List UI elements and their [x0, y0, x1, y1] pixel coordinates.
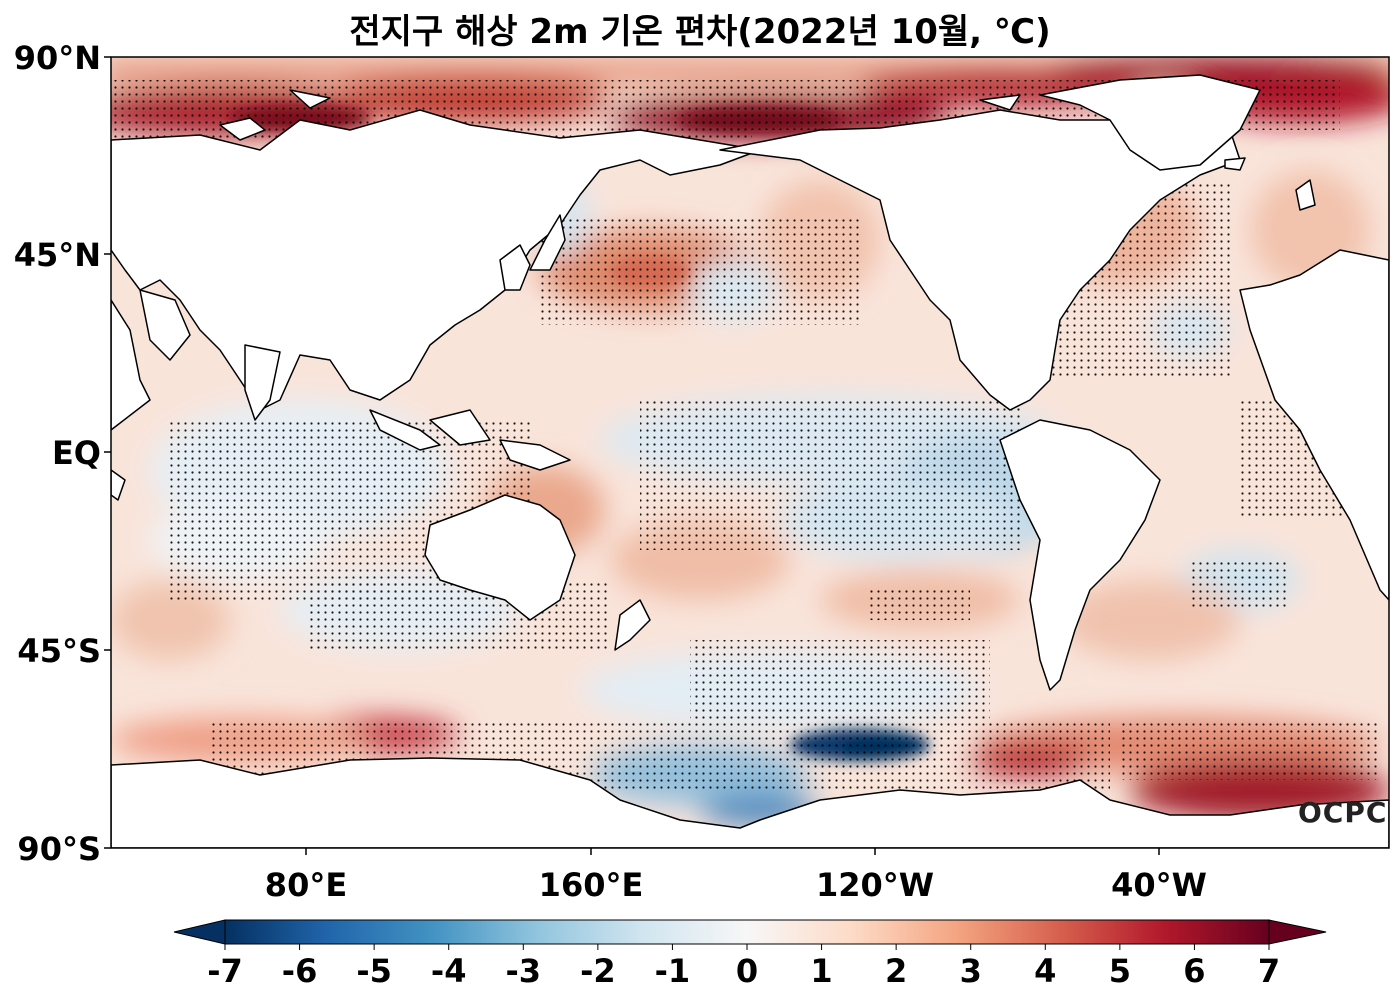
colorbar-ticks [224, 944, 1270, 950]
lat-label-90s: 90°S [17, 830, 101, 868]
colorbar-extend-min [173, 919, 226, 945]
lat-label-45s: 45°S [17, 632, 101, 670]
lon-label-160e: 160°E [538, 866, 644, 904]
colorbar-tick-label: -2 [580, 952, 616, 990]
colorbar-tick-label: 2 [885, 952, 908, 990]
lon-label-120w: 120°W [815, 866, 935, 904]
lat-label-90n: 90°N [13, 39, 101, 77]
colorbar-tick-label: 0 [735, 952, 759, 990]
ocpc-logo: OCPC [1298, 796, 1388, 829]
lat-label-eq: EQ [51, 434, 101, 472]
colorbar-tick-label: -6 [281, 952, 318, 990]
colorbar-tick-label: -5 [356, 952, 392, 990]
colorbar-tick-label: 3 [959, 952, 982, 990]
colorbar-bar [224, 919, 1270, 945]
colorbar-tick-label: -1 [654, 952, 691, 990]
continents [111, 74, 1389, 848]
colorbar [173, 919, 1327, 950]
colorbar-tick-label: 5 [1108, 952, 1131, 990]
lon-label-40w: 40°W [1111, 866, 1207, 904]
axis-ticks [104, 56, 1160, 855]
colorbar-tick-label: -7 [207, 952, 243, 990]
colorbar-tick-label: -3 [505, 952, 542, 990]
map-title: 전지구 해상 2m 기온 편차(2022년 10월, ℃) [349, 12, 1051, 52]
colorbar-tick-label: 4 [1034, 952, 1057, 990]
colorbar-extend-max [1268, 919, 1327, 945]
colorbar-tick-label: -4 [430, 952, 467, 990]
lat-label-45n: 45°N [13, 236, 101, 274]
colorbar-tick-label: 6 [1183, 952, 1206, 990]
colorbar-tick-label: 1 [810, 952, 833, 990]
colorbar-tick-label: 7 [1257, 952, 1281, 990]
lon-label-80e: 80°E [264, 866, 348, 904]
